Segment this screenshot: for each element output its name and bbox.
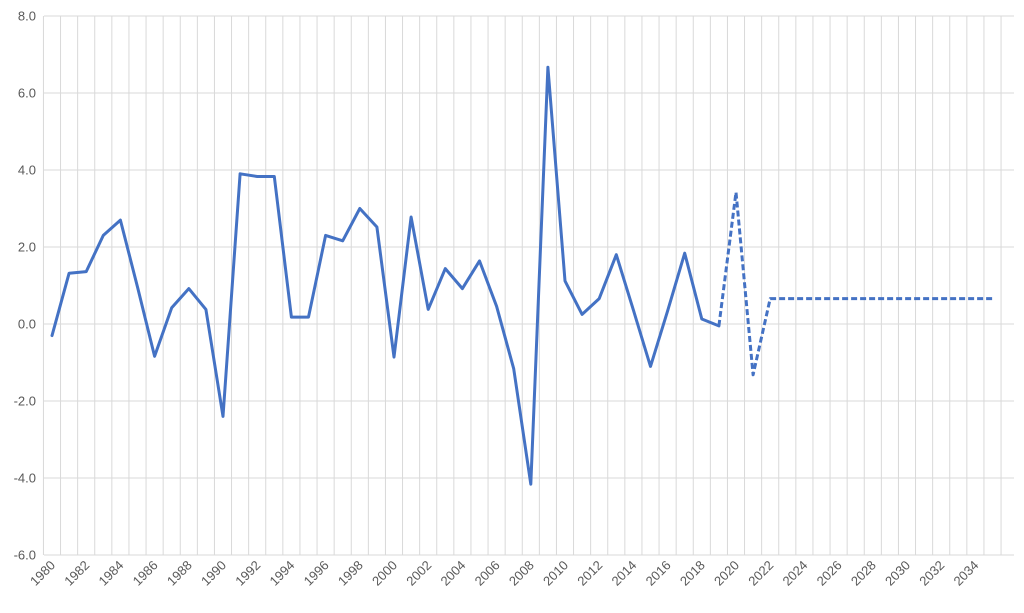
- x-tick-label: 1992: [232, 558, 263, 589]
- x-tick-label: 2000: [369, 558, 400, 589]
- historical-solid-line: [50, 65, 721, 486]
- y-axis-tick-labels: 8.0 6.0 4.0 2.0 0.0 -2.0 -4.0 -6.0: [14, 9, 36, 563]
- x-tick-label: 2012: [574, 558, 605, 589]
- x-tick-label: 1982: [61, 558, 92, 589]
- y-tick-label: -6.0: [14, 548, 36, 563]
- x-tick-label: 1990: [198, 558, 229, 589]
- x-tick-label: 2010: [540, 558, 571, 589]
- x-tick-label: 1996: [301, 558, 332, 589]
- x-tick-label: 2020: [711, 558, 742, 589]
- x-tick-label: 2034: [950, 558, 981, 589]
- x-tick-label: 1984: [95, 558, 126, 589]
- x-tick-label: 2014: [608, 558, 639, 589]
- y-tick-label: 8.0: [18, 9, 36, 24]
- x-tick-label: 2018: [677, 558, 708, 589]
- y-tick-label: -2.0: [14, 394, 36, 409]
- x-tick-label: 2030: [882, 558, 913, 589]
- x-tick-label: 2002: [403, 558, 434, 589]
- x-axis-tick-labels: 1980 1982 1984 1986 1988 1990 1992 1994 1996 1998…: [27, 558, 981, 589]
- y-tick-label: -4.0: [14, 471, 36, 486]
- series-lines: [50, 65, 993, 486]
- projection-dashed-line: [717, 190, 993, 377]
- y-tick-label: 2.0: [18, 240, 36, 255]
- x-tick-label: 2004: [437, 558, 468, 589]
- x-tick-label: 2026: [814, 558, 845, 589]
- x-tick-label: 1986: [130, 558, 161, 589]
- gridlines: [42, 15, 1014, 556]
- x-tick-label: 2024: [779, 558, 810, 589]
- y-tick-label: 4.0: [18, 163, 36, 178]
- y-tick-label: 0.0: [18, 317, 36, 332]
- x-tick-label: 1988: [164, 558, 195, 589]
- x-tick-label: 2028: [848, 558, 879, 589]
- x-tick-label: 2006: [472, 558, 503, 589]
- x-tick-label: 2022: [745, 558, 776, 589]
- x-tick-label: 2008: [506, 558, 537, 589]
- x-tick-label: 2016: [643, 558, 674, 589]
- x-tick-label: 1998: [335, 558, 366, 589]
- x-tick-label: 1994: [266, 558, 297, 589]
- x-tick-label: 2032: [916, 558, 947, 589]
- y-tick-label: 6.0: [18, 86, 36, 101]
